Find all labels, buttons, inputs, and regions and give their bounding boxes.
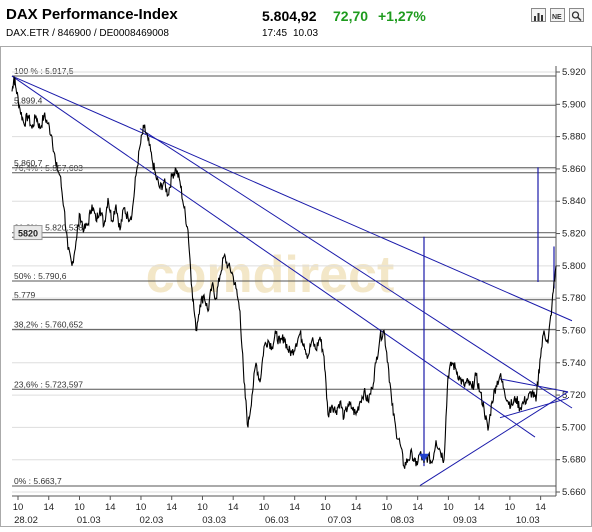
trend-line (499, 378, 569, 393)
watermark-text: comdirect (146, 246, 395, 304)
y-tick-label: 5.840 (562, 196, 586, 207)
quote-header: DAX Performance-Index DAX.ETR / 846900 /… (0, 0, 592, 46)
x-tick-label: 10 (443, 502, 454, 513)
y-tick-label: 5.900 (562, 99, 586, 110)
price-change: 72,70 (333, 8, 369, 24)
y-tick-label: 5.820 (562, 229, 586, 240)
index-identifiers: DAX.ETR / 846900 / DE0008469008 (6, 28, 169, 39)
quote-time: 17:45 (262, 28, 288, 39)
x-date-label: 02.03 (140, 515, 164, 526)
x-date-label: 08.03 (390, 515, 414, 526)
trend-line (499, 397, 569, 419)
x-tick-label: 10 (13, 502, 24, 513)
trend-line (419, 391, 569, 486)
y-tick-label: 5.780 (562, 293, 586, 304)
y-tick-label: 5.680 (562, 455, 586, 466)
x-tick-label: 14 (228, 502, 239, 513)
x-tick-label: 10 (259, 502, 270, 513)
x-tick-label: 10 (505, 502, 516, 513)
fib-level-label: 5.779 (14, 290, 36, 300)
x-date-label: 06.03 (265, 515, 289, 526)
arrow-down-icon (419, 453, 429, 462)
x-tick-label: 14 (535, 502, 546, 513)
fib-level-label: 61,8% : 5.820,538 (14, 223, 83, 233)
y-tick-label: 5.760 (562, 325, 586, 336)
fib-level-label: 38,2% : 5.760,652 (14, 319, 83, 329)
y-tick-label: 5.800 (562, 261, 586, 272)
news-icon-label: NE (552, 14, 562, 21)
x-tick-label: 14 (289, 502, 300, 513)
y-tick-label: 5.880 (562, 132, 586, 143)
price-line (11, 76, 557, 469)
x-date-label: 07.03 (328, 515, 352, 526)
y-tick-label: 5.720 (562, 390, 586, 401)
x-date-label: 01.03 (77, 515, 101, 526)
last-price: 5.804,92 (262, 8, 317, 24)
x-tick-label: 14 (43, 502, 54, 513)
fib-level-label: 23,6% : 5.723,597 (14, 379, 83, 389)
x-date-label: 03.03 (202, 515, 226, 526)
x-tick-label: 14 (166, 502, 177, 513)
quote-date: 10.03 (293, 28, 319, 39)
trend-line (139, 128, 573, 409)
x-tick-label: 14 (105, 502, 116, 513)
current-value-marker: 5820 (18, 229, 38, 239)
x-tick-label: 10 (136, 502, 147, 513)
x-tick-label: 10 (382, 502, 393, 513)
x-tick-label: 14 (351, 502, 362, 513)
x-date-label: 09.03 (453, 515, 477, 526)
x-tick-label: 10 (74, 502, 85, 513)
current-value-marker-box (13, 225, 43, 241)
fib-level-label: 76,4% : 5.857,603 (14, 163, 83, 173)
fib-level-label: 50% : 5.790,6 (14, 271, 67, 281)
zoom-icon[interactable] (569, 8, 584, 22)
y-tick-label: 5.660 (562, 487, 586, 498)
fib-level-label: 100 % : 5.917,5 (14, 66, 74, 76)
x-tick-label: 14 (474, 502, 485, 513)
fib-level-label: 5.899,4 (14, 95, 43, 105)
x-tick-label: 10 (197, 502, 208, 513)
x-tick-label: 10 (320, 502, 331, 513)
price-chart: comdirect 100 % : 5.917,5 5.899,4 5.860,776… (0, 46, 592, 527)
fib-level-label: 0% : 5.663,7 (14, 476, 62, 486)
x-date-label: 28.02 (14, 515, 38, 526)
index-title: DAX Performance-Index (6, 6, 178, 23)
trend-line (11, 75, 573, 322)
x-tick-label: 14 (412, 502, 423, 513)
y-tick-label: 5.860 (562, 164, 586, 175)
y-tick-label: 5.740 (562, 358, 586, 369)
bar-chart-icon[interactable] (531, 8, 546, 22)
x-date-label: 10.03 (516, 515, 540, 526)
y-tick-label: 5.700 (562, 422, 586, 433)
price-change-percent: +1,27% (378, 8, 426, 24)
news-icon[interactable]: NE (550, 8, 565, 22)
y-tick-label: 5.920 (562, 67, 586, 78)
chart-area: comdirect 100 % : 5.917,5 5.899,4 5.860,7 76… (0, 46, 592, 527)
fib-level-label: 5.860,7 (14, 158, 43, 168)
